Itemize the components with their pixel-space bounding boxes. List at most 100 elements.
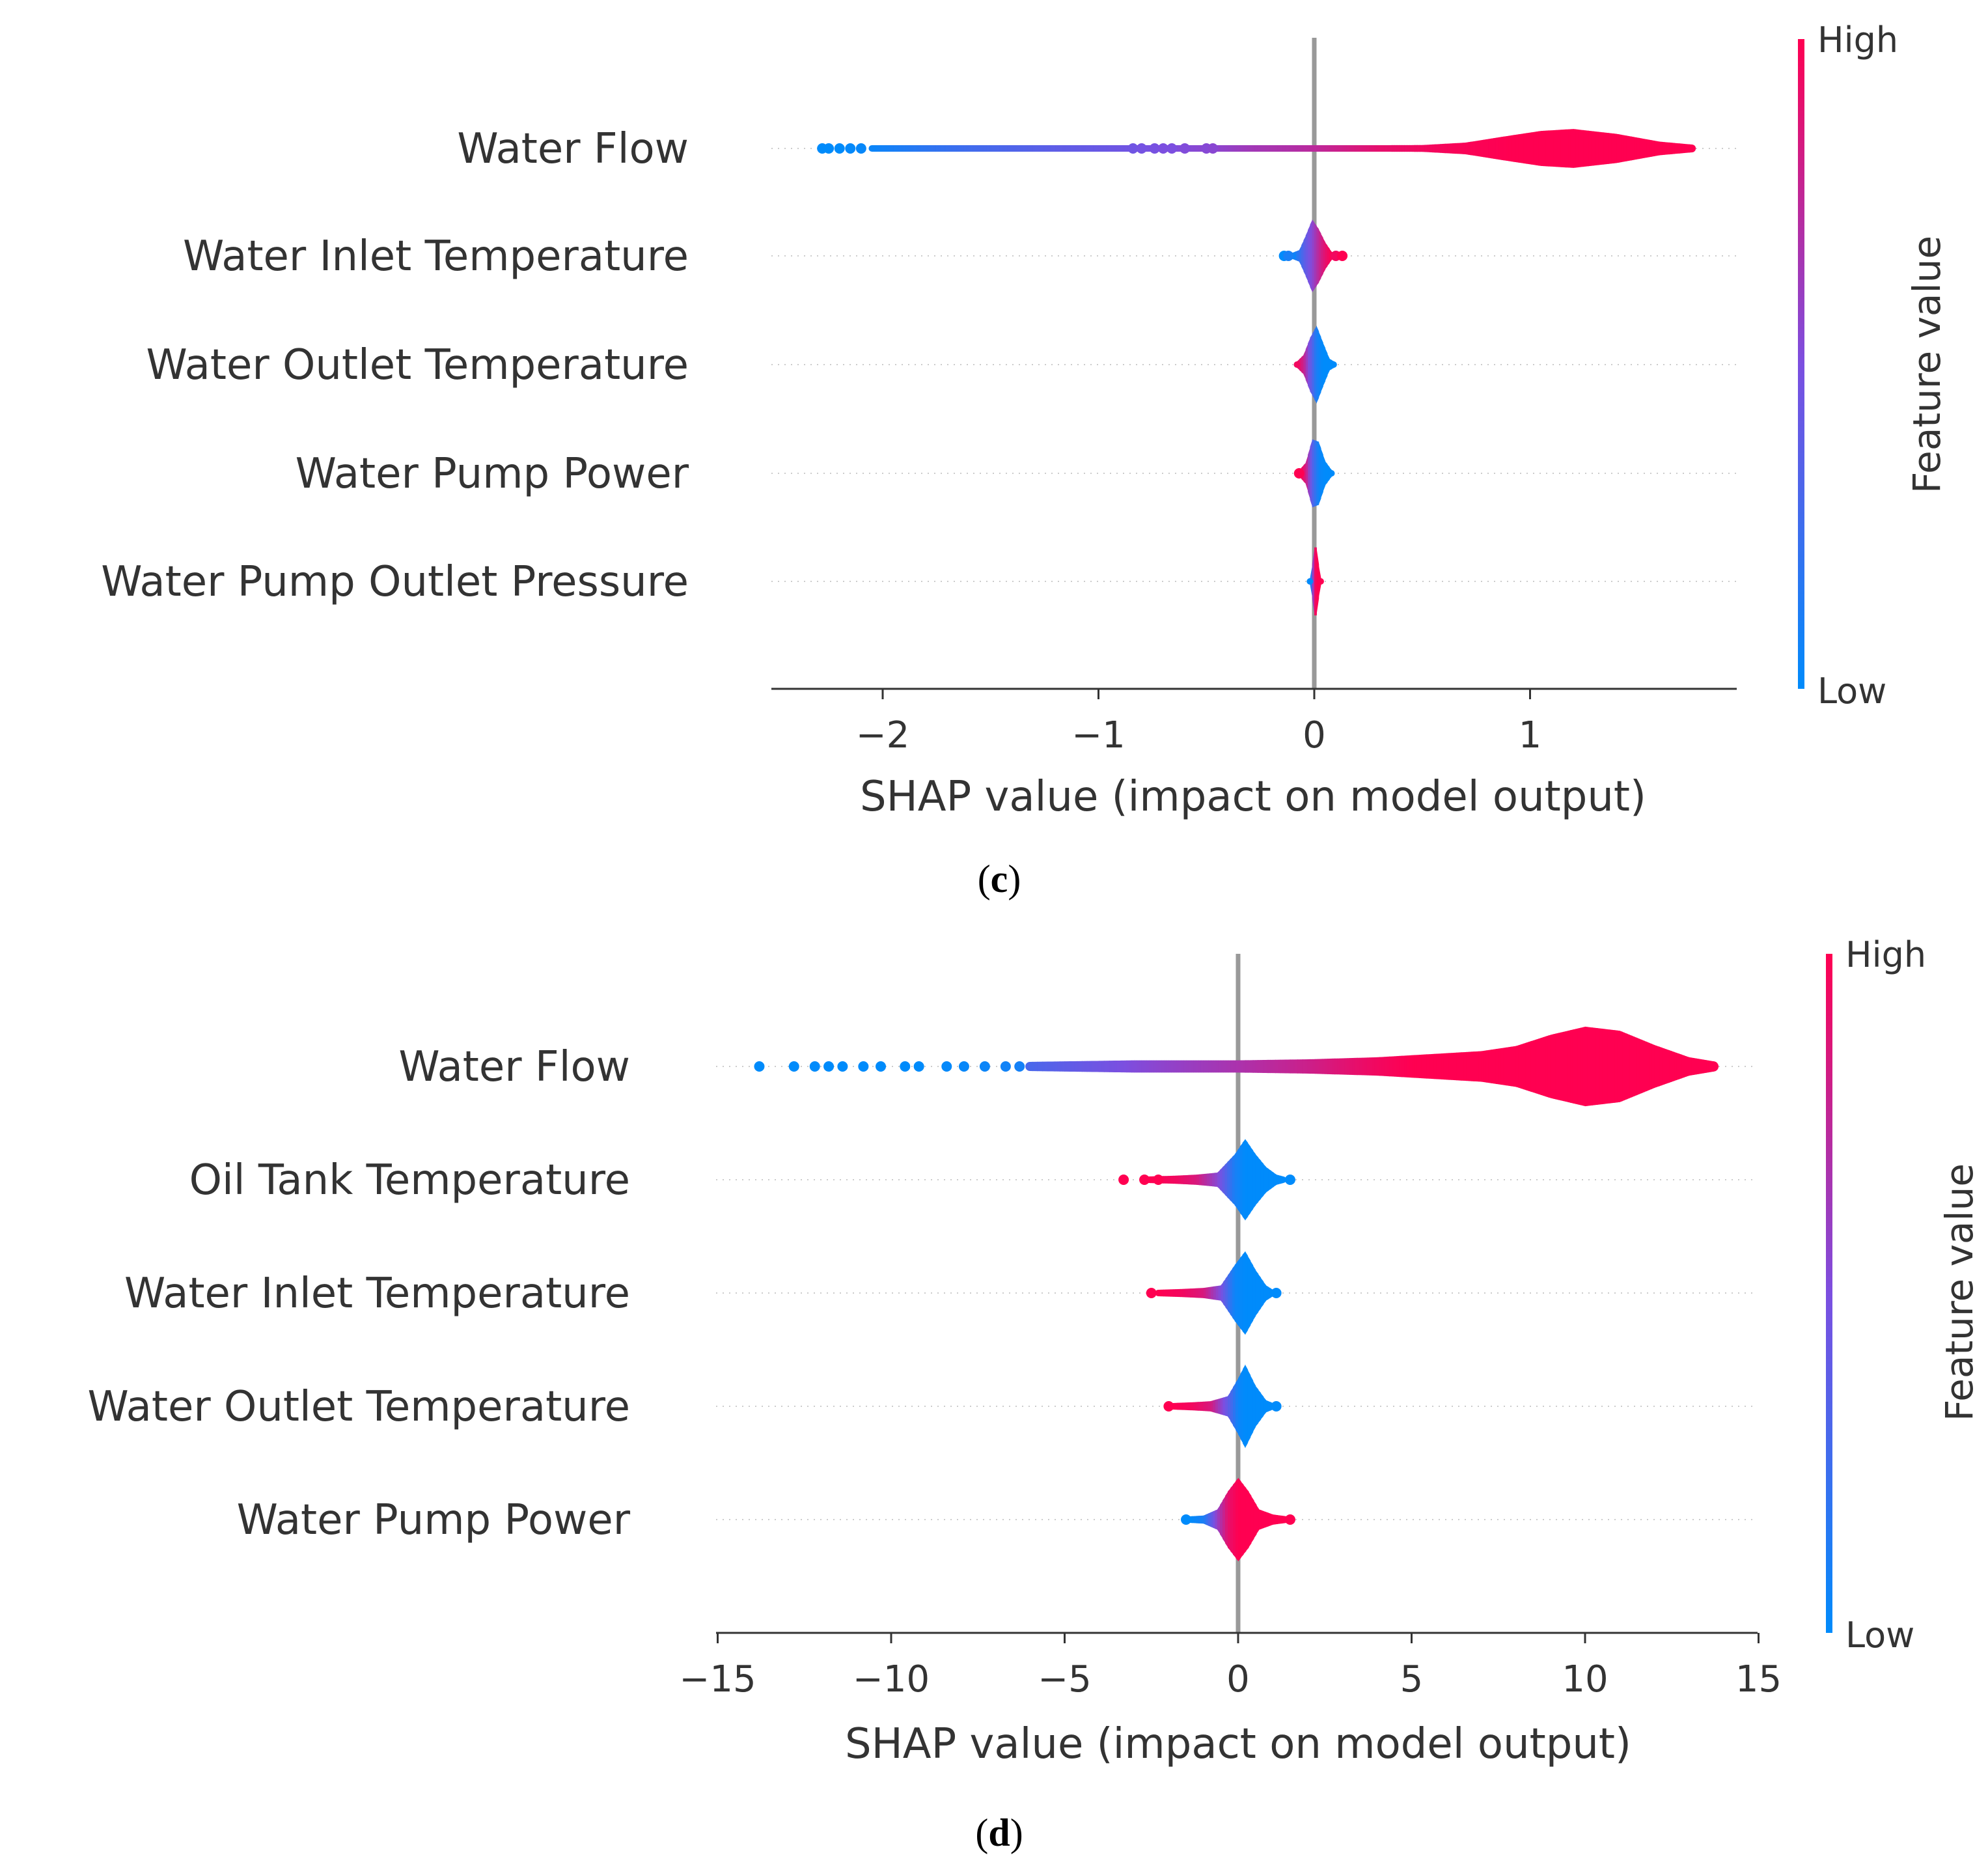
panel-d-violin-slice (1258, 1509, 1262, 1530)
panel-c-violin-slice (1323, 342, 1326, 387)
panel-c-violin-slice (1513, 134, 1517, 163)
panel-c-violin-slice (1280, 145, 1283, 152)
panel-d-violin-slice (1599, 1028, 1603, 1105)
panel-d-violin-slice (1062, 1061, 1066, 1072)
panel-d-violin-slice (1190, 1402, 1194, 1411)
panel-c-outlier-dot (1127, 143, 1139, 154)
panel-d-violin-slice (1334, 1058, 1338, 1075)
panel-c-violin-slice (1295, 145, 1298, 152)
panel-c-violin-slice (1389, 145, 1392, 152)
panel-c-violin-slice (1639, 137, 1642, 160)
panel-d-violin-slice (1495, 1048, 1499, 1085)
panel-c-violin-slice (1007, 145, 1010, 152)
panel-d-violin-slice (1171, 1060, 1174, 1073)
panel-d-violin-slice (1322, 1059, 1325, 1074)
panel-d-violin-slice (1234, 1150, 1238, 1210)
panel-d-violin-slice (1258, 1060, 1261, 1073)
panel-d-violin-slice (1176, 1175, 1179, 1184)
panel-d-violin-slice (1237, 1147, 1241, 1213)
panel-d-violin-slice (1485, 1050, 1489, 1083)
panel-c-violin-slice (1394, 145, 1398, 152)
panel-c-violin-slice (1591, 131, 1594, 166)
panel-c-violin-cap (1306, 578, 1314, 585)
panel-d-violin-slice (1101, 1061, 1105, 1072)
panel-c-violin-3 (1293, 439, 1335, 508)
panel-d-violin-slice (1470, 1051, 1474, 1081)
panel-d-violin-slice (1178, 1288, 1181, 1298)
panel-d-violin-slice (1268, 1169, 1272, 1191)
panel-c-violin-slice (1570, 129, 1574, 168)
panel-d-violin-slice (1212, 1510, 1216, 1529)
panel-d-violin-slice (1207, 1173, 1210, 1186)
panel-c-violin-slice (1305, 230, 1308, 282)
panel-c-chart: Water Flow Water Inlet Temperature Water O… (101, 20, 1949, 821)
panel-c-violin-slice (1314, 145, 1318, 152)
panel-c-violin-slice (994, 145, 998, 152)
panel-d-violin-slice (1558, 1032, 1561, 1101)
panel-d-violin-slice (1483, 1050, 1487, 1083)
panel-d-violin-slice (1362, 1057, 1365, 1076)
panel-d-violin-slice (1547, 1035, 1551, 1098)
panel-c-violin-slice (1664, 142, 1668, 155)
panel-c-violin-slice (1329, 145, 1332, 152)
panel-d-violin-slice (1185, 1402, 1189, 1410)
panel-d-outlier-dot (913, 1061, 924, 1072)
panel-d-violin-slice (1198, 1060, 1202, 1073)
panel-d-feature-labels: Water Flow Oil Tank Temperature Water Inle… (87, 1043, 630, 1544)
panel-c-violin-slice (1037, 145, 1041, 152)
panel-d-violin-slice (1706, 1060, 1709, 1073)
panel-d-violin-slice (1174, 1060, 1177, 1073)
panel-d-violin-slice (1271, 1171, 1275, 1189)
panel-c-violin-cap (1328, 470, 1335, 477)
panel-c-violin-slice (1488, 138, 1491, 159)
panel-c-violin-slice (1595, 132, 1599, 165)
panel-d-label: (d) (975, 1811, 1023, 1854)
panel-c-violin-slice (1536, 131, 1539, 166)
panel-d-violin-slice (1190, 1288, 1194, 1298)
panel-d-outlier-dot (979, 1061, 990, 1072)
panel-d-violin-slice (1198, 1515, 1202, 1524)
panel-c-violin-slice (1106, 145, 1110, 152)
panel-c-violin-slice (1440, 144, 1443, 153)
panel-d-violin-slice (1217, 1398, 1221, 1415)
panel-c-outlier-dot (1283, 251, 1294, 261)
panel-c-violin-slice (1226, 145, 1230, 152)
panel-d-chart: Water Flow Oil Tank Temperature Water Inle… (87, 934, 1981, 1768)
panel-c-violin-slice (1526, 132, 1529, 165)
panel-d-violin-slice (1374, 1057, 1377, 1076)
panel-c-violin-slice (890, 145, 894, 152)
panel-d-violin-slice (1592, 1027, 1595, 1106)
panel-d-violin-cap (1025, 1061, 1035, 1072)
panel-c-violin-slice (1325, 348, 1328, 382)
panel-d-violins (754, 1026, 1719, 1562)
panel-d-violin-slice (1525, 1042, 1529, 1091)
panel-d-violin-slice (1553, 1033, 1556, 1100)
panel-c-violin-slice (1320, 233, 1323, 279)
panel-d-violin-slice (1263, 1281, 1267, 1305)
panel-c-violin-slice (1642, 138, 1645, 159)
panel-c-violin-slice (1331, 145, 1335, 152)
panel-c-violin-slice (1088, 145, 1092, 152)
panel-d-violin-slice (1238, 1060, 1241, 1073)
panel-c-violin-slice (1455, 143, 1458, 154)
panel-d-violin-slice (1651, 1044, 1655, 1089)
panel-d-violin-slice (1523, 1042, 1526, 1091)
panel-d-violin-slice (1239, 1143, 1243, 1217)
panel-c-violin-slice (1297, 145, 1301, 152)
panel-d-violin-slice (1256, 1505, 1260, 1535)
panel-c-violin-slice (1221, 145, 1224, 152)
panel-d-violin-slice (1476, 1051, 1479, 1082)
panel-c-violin-slice (1086, 145, 1089, 152)
panel-c-violin-slice (1045, 145, 1049, 152)
panel-c-violin-slice (1662, 141, 1665, 156)
panel-d-violin-4 (1181, 1477, 1295, 1562)
panel-d-violin-slice (1273, 1514, 1276, 1525)
panel-d-violin-slice (1042, 1061, 1045, 1072)
panel-d-violin-slice (1305, 1059, 1308, 1074)
panel-d-violin-slice (1394, 1056, 1398, 1077)
panel-c-violin-slice (1319, 145, 1323, 152)
panel-c-violin-slice (1623, 135, 1627, 162)
panel-d-violin-slice (1225, 1275, 1228, 1311)
panel-d-violin-slice (1187, 1288, 1191, 1298)
panel-d-violin-slice (1612, 1029, 1616, 1104)
